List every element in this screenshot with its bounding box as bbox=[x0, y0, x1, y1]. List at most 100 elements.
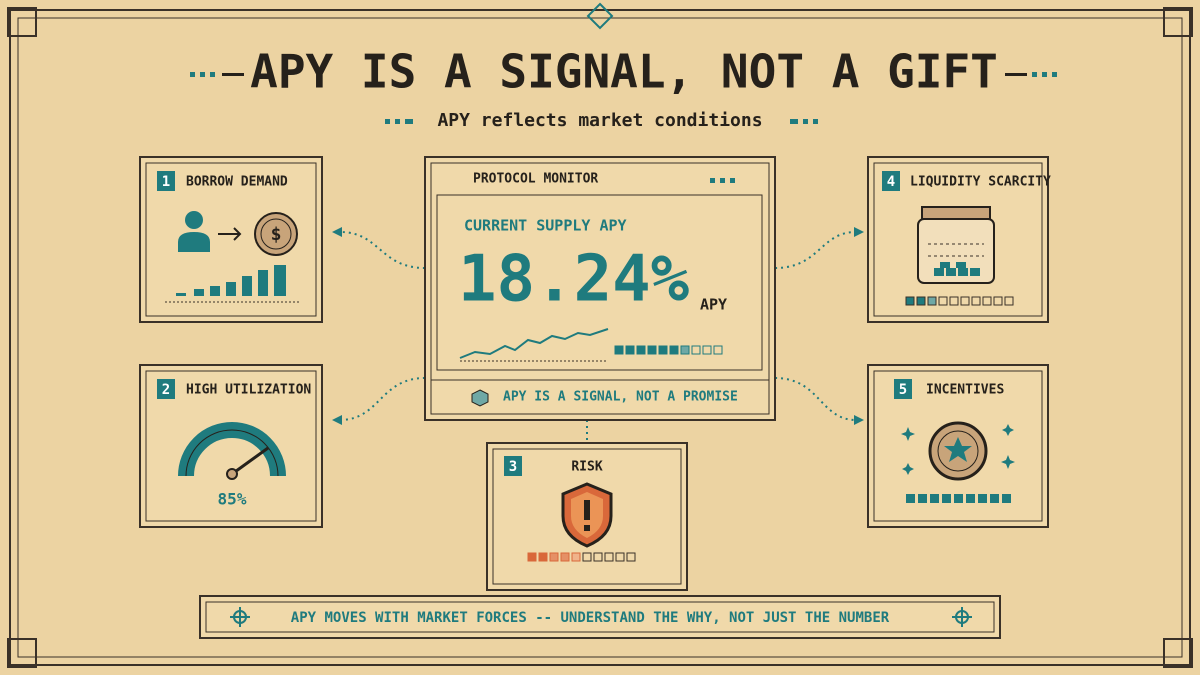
decoration bbox=[258, 270, 268, 296]
decoration bbox=[615, 552, 625, 562]
decoration bbox=[934, 268, 944, 276]
card-title: LIQUIDITY SCARCITY bbox=[910, 175, 1051, 190]
decoration bbox=[584, 500, 590, 520]
decoration bbox=[157, 379, 175, 399]
decoration bbox=[790, 119, 798, 124]
card-3 bbox=[486, 442, 688, 591]
decoration bbox=[927, 296, 937, 306]
decoration bbox=[803, 119, 808, 124]
decoration bbox=[918, 494, 927, 503]
title-decor bbox=[190, 72, 1057, 124]
decoration bbox=[436, 194, 763, 371]
decoration bbox=[1005, 73, 1027, 76]
decoration bbox=[921, 206, 991, 220]
decoration bbox=[636, 345, 646, 355]
decoration bbox=[430, 162, 770, 415]
decoration bbox=[873, 162, 1043, 317]
decoration bbox=[954, 494, 963, 503]
decoration bbox=[1002, 494, 1011, 503]
decoration bbox=[218, 227, 242, 241]
decoration bbox=[916, 296, 926, 306]
decoration bbox=[940, 262, 950, 268]
decoration bbox=[713, 345, 723, 355]
decoration bbox=[949, 296, 959, 306]
decoration bbox=[944, 437, 972, 462]
decoration bbox=[157, 171, 175, 191]
decoration bbox=[593, 552, 603, 562]
decoration bbox=[993, 296, 1003, 306]
decoration bbox=[905, 296, 1014, 306]
decoration bbox=[626, 552, 636, 562]
decoration bbox=[226, 468, 238, 480]
decoration bbox=[226, 282, 236, 296]
decoration bbox=[145, 370, 317, 522]
decoration bbox=[710, 178, 715, 183]
dollar-icon: $ bbox=[271, 224, 282, 245]
footer-banner bbox=[199, 595, 1001, 639]
apy-value: 18.24% bbox=[458, 243, 690, 317]
decoration bbox=[424, 156, 776, 421]
decoration bbox=[332, 415, 342, 425]
card-number: 3 bbox=[509, 459, 517, 475]
card-title: RISK bbox=[571, 460, 602, 475]
decoration bbox=[210, 72, 215, 77]
decoration bbox=[1032, 72, 1037, 77]
decoration bbox=[720, 178, 725, 183]
decoration bbox=[385, 119, 390, 124]
decoration bbox=[200, 72, 205, 77]
decoration bbox=[1163, 638, 1193, 668]
decoration bbox=[185, 429, 279, 477]
decoration bbox=[1002, 424, 1014, 436]
decoration bbox=[1163, 7, 1193, 37]
decoration bbox=[7, 7, 37, 37]
decoration bbox=[231, 446, 269, 476]
decoration bbox=[604, 552, 614, 562]
decoration bbox=[145, 162, 317, 317]
decoration bbox=[185, 211, 203, 229]
card-title: INCENTIVES bbox=[926, 383, 1004, 398]
decoration bbox=[873, 370, 1043, 522]
decoration bbox=[813, 119, 818, 124]
decoration bbox=[582, 552, 592, 562]
decoration bbox=[230, 607, 972, 627]
decoration bbox=[902, 463, 914, 475]
decoration bbox=[956, 262, 966, 268]
card-number: 4 bbox=[887, 174, 895, 190]
decoration bbox=[230, 607, 250, 627]
decoration bbox=[527, 552, 636, 562]
decoration bbox=[395, 119, 400, 124]
decoration bbox=[339, 231, 426, 269]
decoration bbox=[958, 268, 968, 276]
decoration bbox=[194, 289, 204, 296]
decoration bbox=[934, 262, 980, 276]
decoration bbox=[982, 296, 992, 306]
decoration bbox=[1042, 72, 1047, 77]
decoration bbox=[960, 296, 970, 306]
decoration bbox=[942, 494, 951, 503]
decoration bbox=[332, 227, 342, 237]
card-1: $ bbox=[139, 156, 323, 323]
decoration bbox=[17, 17, 1183, 658]
monitor-note: APY IS A SIGNAL, NOT A PROMISE bbox=[503, 390, 738, 405]
decoration bbox=[190, 72, 195, 77]
decoration bbox=[459, 328, 609, 359]
decoration bbox=[1004, 296, 1014, 306]
decoration bbox=[571, 552, 581, 562]
decoration bbox=[970, 268, 980, 276]
decoration bbox=[774, 377, 857, 421]
decoration bbox=[1052, 72, 1057, 77]
card-5 bbox=[867, 364, 1049, 528]
decoration bbox=[901, 424, 1015, 503]
decoration bbox=[658, 345, 668, 355]
decoration bbox=[242, 276, 252, 296]
decoration bbox=[774, 231, 857, 269]
decoration bbox=[614, 345, 723, 355]
decoration bbox=[586, 2, 614, 30]
decoration bbox=[930, 494, 939, 503]
decoration bbox=[680, 345, 690, 355]
decoration bbox=[1001, 455, 1015, 469]
monitor-panel bbox=[424, 156, 776, 421]
card-title: HIGH UTILIZATION bbox=[186, 383, 311, 398]
decoration bbox=[7, 638, 37, 668]
decoration bbox=[966, 494, 975, 503]
